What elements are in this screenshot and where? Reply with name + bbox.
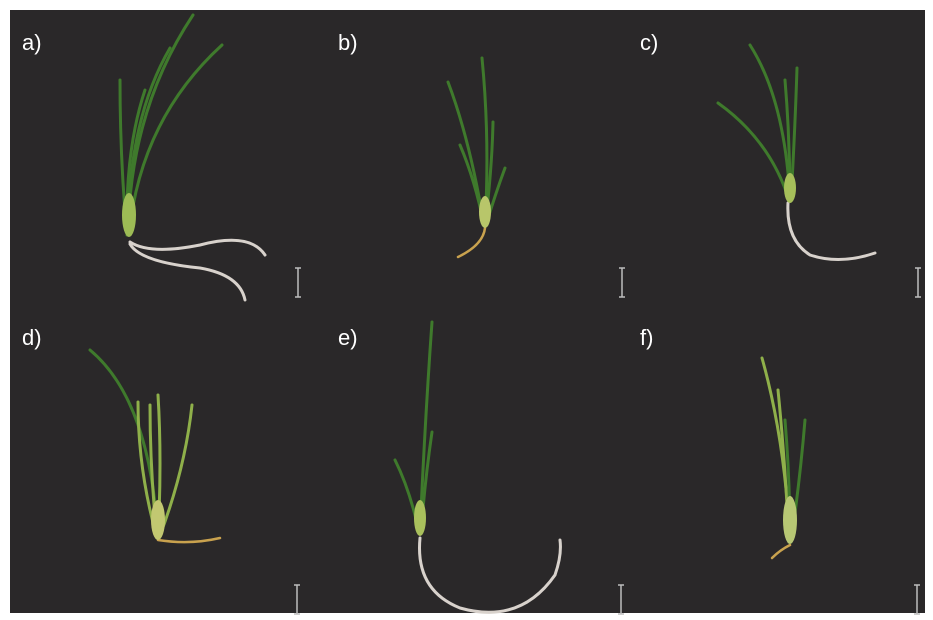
- panel-label: d): [22, 325, 42, 350]
- panel-label: e): [338, 325, 358, 350]
- figure: a) b) c) d) e) f): [0, 0, 933, 620]
- panel-label: b): [338, 30, 358, 55]
- panel-label: c): [640, 30, 658, 55]
- panel-label: f): [640, 325, 653, 350]
- panel-label: a): [22, 30, 42, 55]
- page: {"panels": [{"label": "a)"}, {"label": "…: [0, 0, 933, 620]
